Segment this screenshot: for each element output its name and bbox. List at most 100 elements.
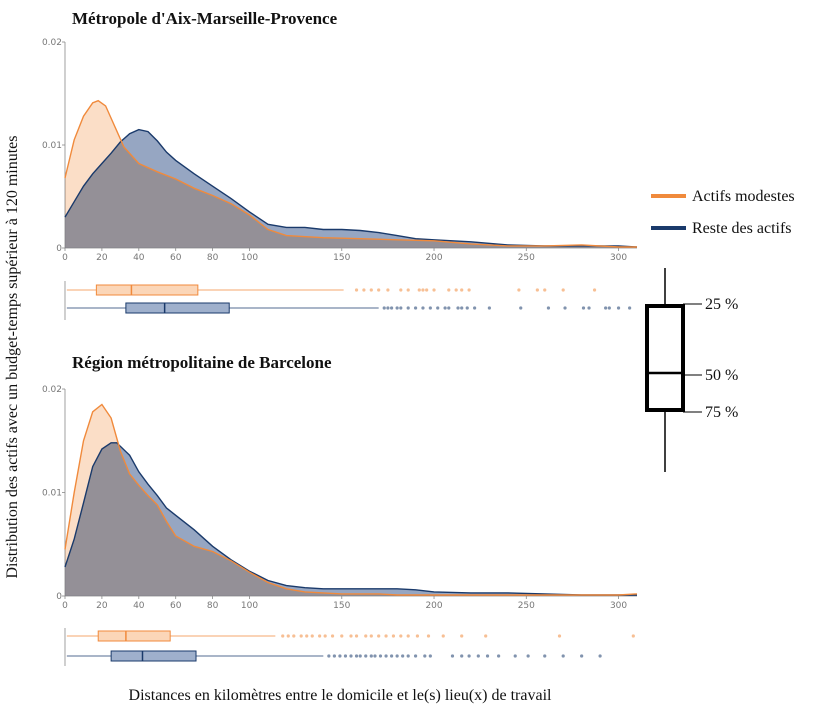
boxplot-outlier-actifs-modestes	[299, 634, 303, 638]
boxplot-outlier-actifs-modestes	[369, 634, 373, 638]
boxplot-outlier-reste-des-actifs	[616, 306, 621, 310]
boxplot-outlier-reste-des-actifs	[364, 654, 368, 658]
boxplot-outlier-actifs-modestes	[592, 288, 597, 292]
x-tick-label: 0	[62, 253, 68, 263]
boxplot-outlier-reste-des-actifs	[382, 306, 386, 310]
boxplot-outlier-actifs-modestes	[323, 634, 327, 638]
y-tick-label: 0	[56, 592, 62, 602]
x-tick-label: 100	[241, 253, 258, 263]
x-tick-label: 250	[518, 253, 535, 263]
x-axis-label: Distances en kilomètres entre le domicil…	[129, 687, 553, 704]
boxplot-outlier-actifs-modestes	[484, 634, 488, 638]
x-tick-label: 300	[610, 253, 627, 263]
panel-title: Région métropolitaine de Barcelone	[72, 353, 332, 372]
boxplot-outlier-actifs-modestes	[425, 288, 429, 292]
boxplot-outlier-reste-des-actifs	[384, 654, 388, 658]
y-tick-label: 0.01	[42, 141, 62, 151]
x-tick-label: 250	[518, 601, 535, 611]
boxplot-outlier-actifs-modestes	[421, 288, 425, 292]
panel-title: Métropole d'Aix-Marseille-Provence	[72, 9, 338, 28]
x-tick-label: 20	[96, 253, 108, 263]
boxplot-key-label-75: 75 %	[705, 404, 738, 421]
boxplot-outlier-actifs-modestes	[631, 634, 635, 638]
boxplot-outlier-reste-des-actifs	[436, 306, 440, 310]
boxplot-outlier-actifs-modestes	[330, 634, 335, 638]
boxplot-outlier-actifs-modestes	[454, 288, 458, 292]
boxplot-outlier-actifs-modestes	[369, 288, 373, 292]
boxplot-outlier-reste-des-actifs	[428, 306, 432, 310]
boxplot-outlier-actifs-modestes	[391, 634, 396, 638]
x-tick-label: 300	[610, 601, 627, 611]
density-area-actifs-modestes	[65, 100, 637, 248]
boxplot-outlier-actifs-modestes	[362, 288, 366, 292]
boxplot-outlier-reste-des-actifs	[399, 306, 403, 310]
legend-label-actifs-modestes: Actifs modestes	[692, 188, 795, 205]
x-tick-label: 80	[207, 601, 219, 611]
boxplot-outlier-reste-des-actifs	[604, 306, 608, 310]
boxplot-outlier-actifs-modestes	[354, 288, 359, 292]
boxplot-outlier-actifs-modestes	[467, 288, 471, 292]
density-line-reste-des-actifs	[64, 442, 637, 596]
legend-label-reste-des-actifs: Reste des actifs	[692, 220, 792, 237]
boxplot-outlier-reste-des-actifs	[543, 654, 547, 658]
boxplot-outlier-reste-des-actifs	[443, 306, 447, 310]
boxplot-outlier-actifs-modestes	[406, 634, 410, 638]
boxplot-outlier-reste-des-actifs	[607, 306, 611, 310]
x-tick-label: 40	[133, 601, 145, 611]
boxplot-outlier-actifs-modestes	[281, 634, 285, 638]
boxplot-outlier-reste-des-actifs	[519, 306, 523, 310]
boxplot-outlier-reste-des-actifs	[580, 654, 584, 658]
boxplot-outlier-reste-des-actifs	[413, 654, 418, 658]
boxplot-outlier-reste-des-actifs	[338, 654, 342, 658]
boxplot-outlier-actifs-modestes	[417, 288, 421, 292]
boxplot-outlier-reste-des-actifs	[563, 306, 567, 310]
panel-aix-marseille: Métropole d'Aix-Marseille-Provence 0 0.01 0…	[42, 9, 638, 320]
boxplot-outlier-reste-des-actifs	[421, 306, 425, 310]
boxplot-outlier-reste-des-actifs	[358, 654, 362, 658]
boxplot-outlier-actifs-modestes	[447, 288, 451, 292]
boxplot-outlier-reste-des-actifs	[476, 654, 480, 658]
x-tick-label: 200	[425, 601, 442, 611]
boxplot-outlier-actifs-modestes	[354, 634, 359, 638]
boxplot-outlier-reste-des-actifs	[373, 654, 377, 658]
boxplot-outlier-actifs-modestes	[384, 634, 388, 638]
panel-barcelone: Région métropolitaine de Barcelone 0 0.01 0…	[42, 353, 638, 666]
boxplot-outlier-actifs-modestes	[517, 288, 521, 292]
y-tick-label: 0	[56, 244, 62, 254]
boxplot-outlier-actifs-modestes	[340, 634, 344, 638]
boxplot-outlier-reste-des-actifs	[389, 654, 394, 658]
x-tick-label: 100	[241, 601, 258, 611]
y-axis-label: Distribution des actifs avec un budget-t…	[4, 135, 21, 578]
boxplot-outlier-reste-des-actifs	[561, 654, 565, 658]
boxplot-box-reste-des-actifs	[110, 650, 197, 662]
density-line-actifs-modestes	[64, 99, 637, 248]
boxplot-outlier-reste-des-actifs	[389, 306, 394, 310]
boxplot-box-actifs-modestes	[97, 630, 171, 642]
x-tick-label: 40	[133, 253, 145, 263]
legend: Actifs modestes Reste des actifs	[651, 188, 795, 237]
boxplot-outlier-reste-des-actifs	[460, 654, 464, 658]
density-area-actifs-modestes	[65, 404, 637, 596]
boxplot-box-reste-des-actifs	[125, 302, 230, 314]
boxplot-outlier-actifs-modestes	[399, 288, 403, 292]
boxplot-outlier-actifs-modestes	[441, 634, 445, 638]
boxplot-outlier-reste-des-actifs	[581, 306, 586, 310]
boxplot-outlier-reste-des-actifs	[456, 306, 460, 310]
boxplot-outlier-reste-des-actifs	[395, 306, 399, 310]
boxplot-outlier-actifs-modestes	[377, 288, 381, 292]
boxplot-outlier-actifs-modestes	[310, 634, 314, 638]
x-tick-label: 150	[333, 601, 350, 611]
boxplot-outlier-reste-des-actifs	[343, 654, 348, 658]
boxplot-outlier-actifs-modestes	[426, 634, 431, 638]
boxplot-outlier-actifs-modestes	[305, 634, 309, 638]
boxplot-outlier-reste-des-actifs	[349, 654, 353, 658]
boxplot-key: 25 % 50 % 75 %	[645, 268, 738, 472]
boxplot-outlier-actifs-modestes	[292, 634, 296, 638]
boxplot-outlier-actifs-modestes	[377, 634, 381, 638]
boxplot-outlier-reste-des-actifs	[546, 306, 551, 310]
boxplot-outlier-actifs-modestes	[543, 288, 547, 292]
boxplot-outlier-actifs-modestes	[286, 634, 290, 638]
boxplot-outlier-actifs-modestes	[460, 634, 464, 638]
boxplot-outlier-actifs-modestes	[561, 288, 565, 292]
boxplot-outlier-reste-des-actifs	[413, 306, 418, 310]
